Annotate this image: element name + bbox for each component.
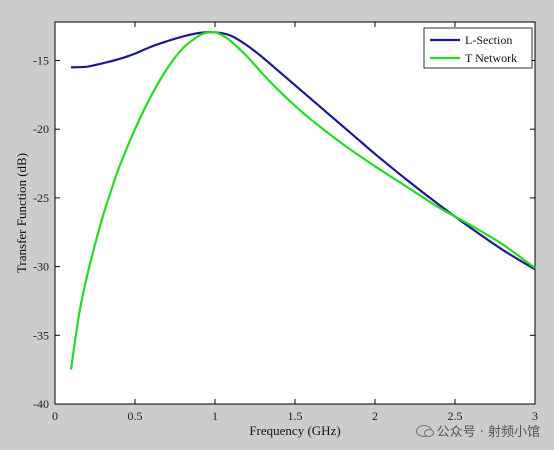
- watermark: 公众号 · 射频小馆: [415, 421, 540, 440]
- wechat-icon: [415, 424, 434, 437]
- x-axis-label: Frequency (GHz): [249, 423, 340, 438]
- x-tick-label: 1.5: [288, 409, 303, 423]
- plot-area: [54, 21, 536, 405]
- x-axis-ticks: 0 0.5 1 1.5 2 2.5 3: [52, 22, 538, 423]
- series-layer: [69, 30, 536, 370]
- legend-box: [423, 27, 533, 69]
- y-axis-label: Transfer Function (dB): [14, 153, 29, 273]
- x-tick-label: 1: [212, 409, 218, 423]
- x-tick-label: 3: [532, 409, 538, 423]
- x-tick-label: 0: [52, 409, 58, 423]
- y-tick-label: -20: [33, 122, 49, 136]
- legend-label-t-network: T Network: [465, 51, 517, 65]
- x-tick-label: 2: [372, 409, 378, 423]
- legend: L-Section T Network: [423, 27, 533, 69]
- x-tick-label: 2.5: [448, 409, 463, 423]
- legend-label-l-section: L-Section: [465, 33, 512, 47]
- series-line-t-network: [69, 30, 536, 370]
- y-tick-label: -25: [33, 191, 49, 205]
- y-tick-label: -35: [33, 328, 49, 342]
- y-axis-ticks: -40 -35 -30 -25 -20 -15: [33, 53, 535, 411]
- y-tick-label: -40: [33, 397, 49, 411]
- y-tick-label: -30: [33, 260, 49, 274]
- x-tick-label: 0.5: [128, 409, 143, 423]
- series-line-l-section: [70, 31, 536, 271]
- y-tick-label: -15: [33, 53, 49, 67]
- watermark-text: 公众号 · 射频小馆: [436, 425, 540, 440]
